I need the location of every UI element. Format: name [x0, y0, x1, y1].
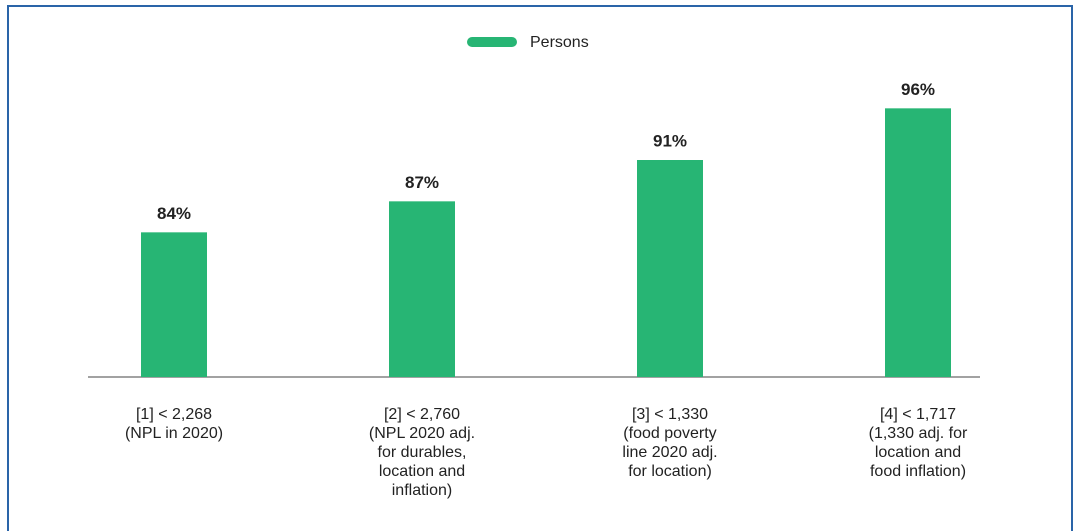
- x-tick-line: inflation): [392, 482, 452, 499]
- x-tick-line: line 2020 adj.: [622, 444, 717, 461]
- x-tick-line: location and: [379, 463, 465, 480]
- x-tick-line: [4] < 1,717: [880, 406, 956, 423]
- bar: [637, 160, 703, 377]
- x-tick-line: for durables,: [378, 444, 467, 461]
- x-tick-line: location and: [875, 444, 961, 461]
- bar: [389, 201, 455, 377]
- data-label: 96%: [901, 80, 935, 99]
- x-tick-line: [1] < 2,268: [136, 406, 212, 423]
- data-label: 87%: [405, 173, 439, 192]
- data-label: 91%: [653, 131, 687, 150]
- x-tick-line: [3] < 1,330: [632, 406, 708, 423]
- bar: [141, 232, 207, 377]
- x-tick-label: [3] < 1,330 (food poverty line 2020 adj. fo…: [622, 406, 717, 480]
- x-tick-line: for location): [628, 463, 712, 480]
- bar: [885, 108, 951, 377]
- x-tick-line: (food poverty: [623, 425, 716, 442]
- x-tick-label: [4] < 1,717 (1,330 adj. for location and fo…: [869, 406, 968, 480]
- x-tick-line: (NPL 2020 adj.: [369, 425, 475, 442]
- legend-label: Persons: [530, 34, 589, 51]
- legend-swatch: [467, 37, 517, 47]
- data-label: 84%: [157, 204, 191, 223]
- x-tick-line: food inflation): [870, 463, 966, 480]
- x-tick-label: [1] < 2,268 (NPL in 2020): [125, 406, 223, 442]
- x-tick-line: [2] < 2,760: [384, 406, 460, 423]
- x-tick-line: (NPL in 2020): [125, 425, 223, 442]
- x-tick-label: [2] < 2,760 (NPL 2020 adj. for durables, lo…: [369, 406, 475, 499]
- x-tick-line: (1,330 adj. for: [869, 425, 968, 442]
